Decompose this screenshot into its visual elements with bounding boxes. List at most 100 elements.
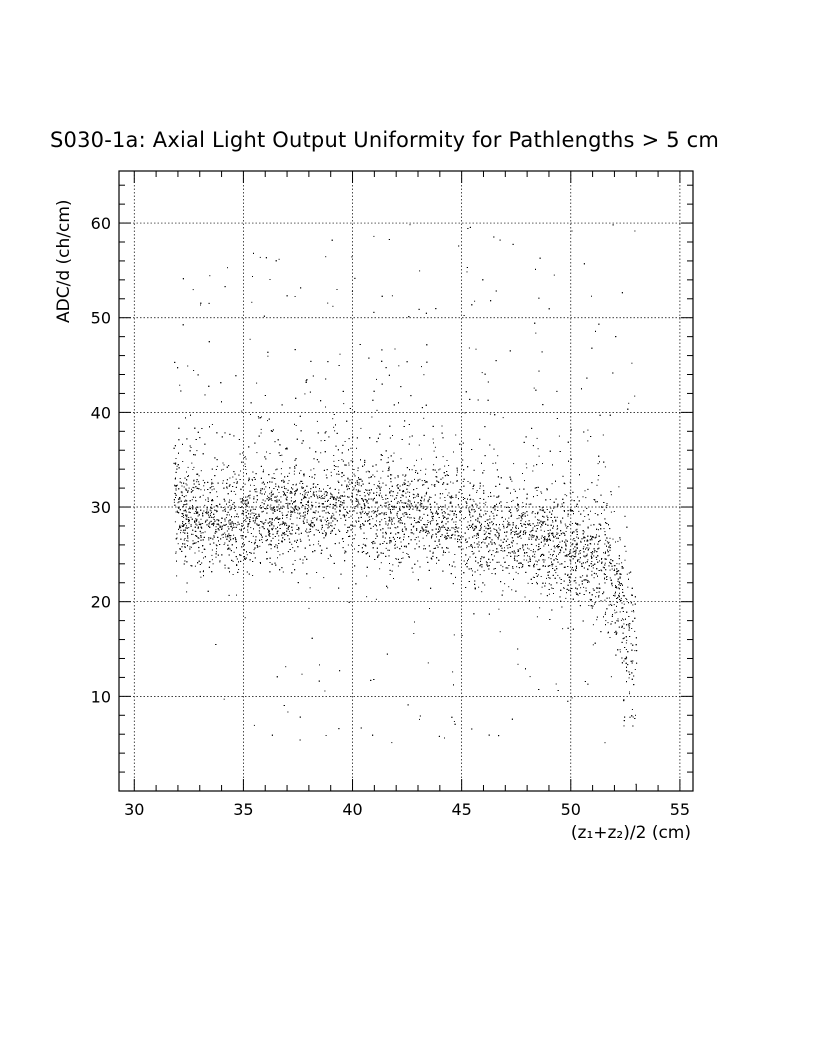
data-point bbox=[241, 410, 243, 412]
data-point bbox=[275, 469, 277, 471]
data-point bbox=[502, 590, 504, 592]
data-point bbox=[279, 507, 281, 509]
data-point bbox=[626, 599, 628, 600]
data-point bbox=[245, 469, 247, 470]
data-point bbox=[446, 508, 448, 510]
data-point bbox=[269, 493, 271, 495]
data-point bbox=[270, 508, 272, 510]
data-point bbox=[365, 489, 367, 491]
data-point bbox=[409, 517, 411, 519]
data-point bbox=[306, 519, 308, 521]
data-point bbox=[186, 591, 188, 593]
data-point bbox=[372, 518, 374, 520]
data-point bbox=[536, 616, 538, 618]
data-point bbox=[551, 587, 553, 589]
data-point bbox=[245, 520, 247, 522]
data-point bbox=[422, 517, 423, 519]
data-point bbox=[212, 486, 214, 487]
data-point bbox=[491, 573, 493, 574]
data-point bbox=[587, 526, 589, 528]
data-point bbox=[355, 497, 357, 499]
data-point bbox=[606, 507, 608, 509]
data-point bbox=[488, 537, 490, 538]
data-point bbox=[517, 573, 519, 575]
data-point bbox=[462, 497, 464, 498]
data-point bbox=[339, 496, 341, 498]
data-point bbox=[571, 523, 573, 524]
data-point bbox=[409, 491, 411, 493]
data-point bbox=[454, 538, 456, 540]
data-point bbox=[460, 507, 462, 509]
data-point bbox=[185, 483, 187, 485]
data-point bbox=[519, 535, 521, 537]
data-point bbox=[356, 447, 357, 449]
data-point bbox=[315, 491, 317, 493]
data-point bbox=[472, 499, 474, 501]
data-point bbox=[618, 486, 620, 488]
data-point bbox=[623, 623, 625, 625]
data-point bbox=[477, 537, 479, 539]
data-point bbox=[323, 493, 325, 495]
data-point bbox=[216, 548, 217, 550]
data-point bbox=[347, 488, 349, 490]
data-point bbox=[233, 482, 235, 484]
data-point bbox=[331, 494, 333, 496]
data-point bbox=[434, 446, 436, 448]
data-point bbox=[572, 539, 574, 541]
data-point bbox=[601, 558, 602, 560]
data-point bbox=[437, 481, 439, 483]
data-point bbox=[576, 536, 578, 538]
data-point bbox=[478, 544, 480, 546]
data-point bbox=[285, 522, 287, 524]
data-point bbox=[485, 501, 487, 503]
data-point bbox=[381, 495, 383, 497]
data-point bbox=[343, 491, 345, 493]
data-point bbox=[400, 458, 402, 460]
data-point bbox=[393, 578, 394, 579]
data-point bbox=[548, 557, 550, 559]
data-point bbox=[210, 510, 212, 512]
data-point bbox=[591, 565, 593, 567]
data-point bbox=[497, 455, 499, 457]
data-point bbox=[321, 528, 323, 530]
data-point bbox=[211, 554, 213, 556]
data-point bbox=[483, 530, 485, 532]
data-point bbox=[505, 518, 506, 520]
data-point bbox=[604, 577, 606, 579]
data-point bbox=[579, 576, 581, 578]
data-point bbox=[506, 555, 508, 557]
data-point bbox=[180, 532, 181, 534]
data-point bbox=[542, 463, 543, 464]
data-point bbox=[233, 534, 235, 536]
data-point bbox=[244, 466, 246, 467]
data-point bbox=[511, 480, 513, 482]
data-point bbox=[483, 502, 485, 504]
data-point bbox=[399, 562, 401, 564]
data-point bbox=[193, 466, 195, 468]
data-point bbox=[200, 532, 202, 534]
data-point bbox=[245, 458, 247, 460]
data-point bbox=[243, 457, 245, 458]
data-point bbox=[194, 565, 196, 567]
data-point bbox=[221, 534, 223, 536]
data-point bbox=[450, 496, 452, 498]
data-point bbox=[357, 470, 359, 472]
data-point bbox=[624, 559, 626, 561]
data-point bbox=[542, 509, 544, 511]
data-point bbox=[508, 517, 510, 519]
data-point bbox=[425, 468, 427, 470]
data-point bbox=[377, 507, 379, 509]
data-point bbox=[356, 521, 357, 523]
data-point bbox=[577, 594, 579, 596]
data-point bbox=[369, 523, 371, 524]
data-point bbox=[219, 561, 221, 563]
data-point bbox=[276, 545, 278, 547]
data-point bbox=[290, 497, 292, 499]
data-point bbox=[348, 462, 350, 464]
data-point bbox=[456, 527, 458, 529]
data-point bbox=[380, 477, 382, 479]
data-point bbox=[409, 556, 410, 558]
data-point bbox=[526, 559, 528, 561]
data-point bbox=[419, 478, 421, 480]
data-point bbox=[200, 489, 202, 491]
